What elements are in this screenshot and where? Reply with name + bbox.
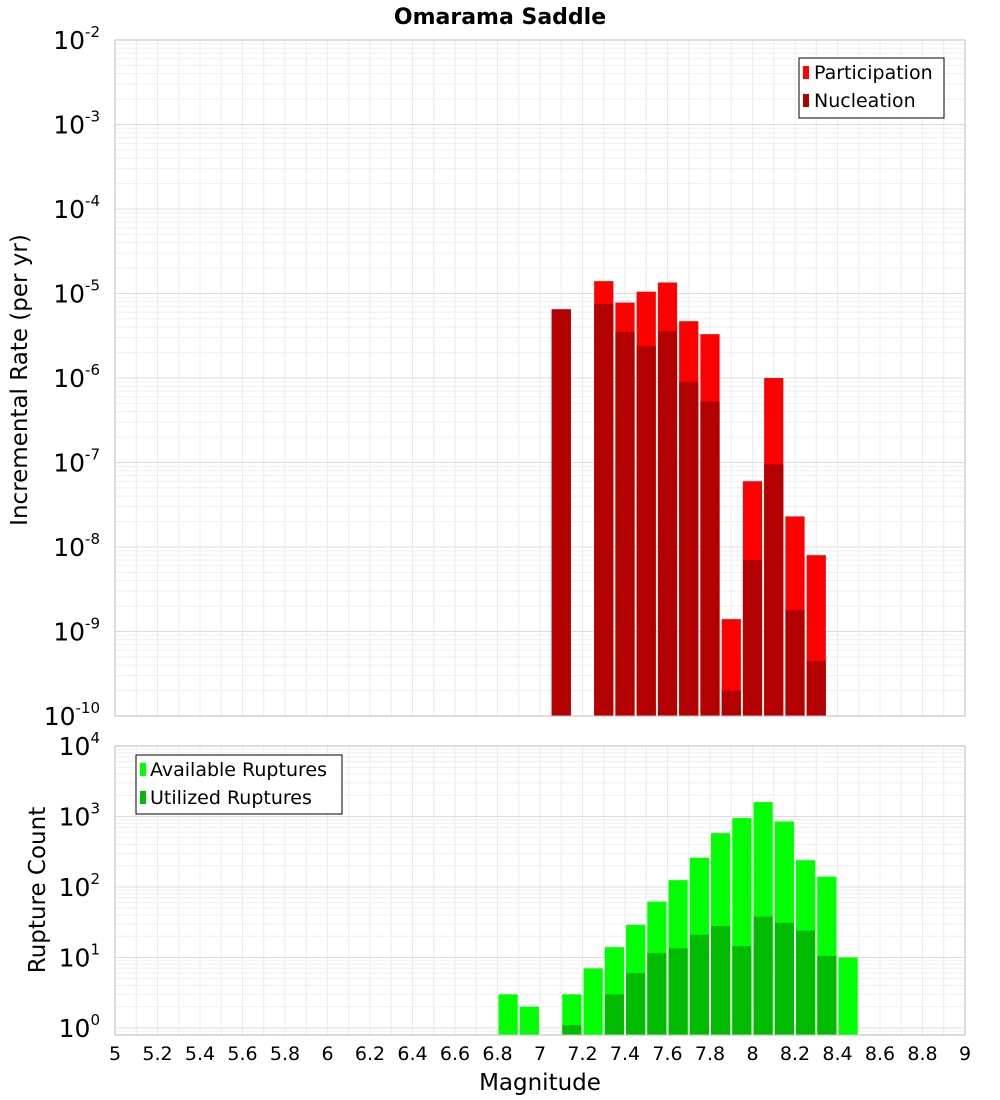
- bar-nucleation: [721, 690, 741, 716]
- bar-utilized-ruptures: [689, 934, 709, 1035]
- x-tick-label: 5.4: [185, 1043, 215, 1065]
- bottom-y-axis-title: Rupture Count: [25, 807, 51, 973]
- bar-nucleation: [679, 381, 699, 716]
- top-legend-box: [798, 57, 945, 119]
- x-tick-label: 8.8: [907, 1043, 937, 1065]
- bar-utilized-ruptures: [817, 955, 837, 1035]
- bar-utilized-ruptures: [732, 946, 752, 1035]
- bottom-y-tick-labels: 104 103 102 101 100: [59, 729, 100, 1043]
- y-tick-label: 10-3: [53, 108, 100, 140]
- x-tick-label: 5.2: [142, 1043, 172, 1065]
- bar-available-ruptures: [583, 968, 603, 1035]
- y-tick-label: 103: [59, 799, 100, 831]
- x-tick-label: 6.2: [355, 1043, 385, 1065]
- y-tick-label: 10-8: [53, 530, 100, 562]
- bottom-bars: [498, 802, 858, 1035]
- bar-available-ruptures: [562, 994, 582, 1035]
- legend-label-nucleation: Nucleation: [814, 90, 916, 112]
- bar-utilized-ruptures: [562, 1025, 582, 1035]
- x-tick-label: 8.4: [822, 1043, 852, 1065]
- bar-nucleation: [636, 345, 656, 716]
- x-tick-label: 5: [109, 1043, 121, 1065]
- x-tick-label: 6: [321, 1043, 333, 1065]
- legend-swatch-utilized: [140, 791, 146, 804]
- x-tick-label: 7.6: [652, 1043, 682, 1065]
- y-tick-label: 10-7: [53, 446, 100, 478]
- x-tick-label: 7: [534, 1043, 546, 1065]
- y-tick-label: 10-6: [53, 361, 100, 393]
- y-tick-label: 101: [59, 940, 100, 972]
- top-bars: [551, 281, 826, 716]
- bar-utilized-ruptures: [711, 925, 731, 1035]
- x-tick-label: 8.2: [780, 1043, 810, 1065]
- x-axis-title: Magnitude: [479, 1070, 601, 1096]
- bar-nucleation: [806, 660, 826, 716]
- y-tick-label: 102: [59, 870, 100, 902]
- y-tick-label: 10-2: [53, 23, 100, 55]
- bar-nucleation: [615, 332, 635, 716]
- y-tick-label: 10-4: [53, 192, 100, 224]
- x-tick-label: 8.6: [865, 1043, 895, 1065]
- y-tick-label: 10-5: [53, 277, 100, 309]
- bar-available-ruptures: [498, 994, 518, 1035]
- top-legend: Participation Nucleation: [798, 57, 945, 119]
- x-tick-label: 5.6: [227, 1043, 257, 1065]
- bar-utilized-ruptures: [774, 922, 794, 1035]
- bottom-legend: Available Ruptures Utilized Ruptures: [135, 754, 343, 815]
- top-grid: [114, 40, 966, 717]
- bar-nucleation: [551, 309, 571, 716]
- top-y-tick-labels: 10-2 10-3 10-4 10-5 10-6 10-7 10-8 10-9 10-10: [44, 23, 100, 731]
- legend-swatch-participation: [803, 66, 809, 79]
- bar-nucleation: [657, 330, 678, 716]
- y-tick-label: 104: [59, 729, 100, 761]
- bar-available-ruptures: [519, 1006, 539, 1035]
- x-tick-label: 7.8: [695, 1043, 725, 1065]
- bar-utilized-ruptures: [626, 973, 646, 1035]
- bar-available-ruptures: [838, 957, 858, 1035]
- legend-label-utilized: Utilized Ruptures: [150, 787, 312, 809]
- x-tick-label: 7.4: [610, 1043, 640, 1065]
- x-tick-label: 8: [746, 1043, 758, 1065]
- top-y-axis-title: Incremental Rate (per yr): [7, 234, 33, 526]
- bottom-plot-border: [114, 745, 966, 1036]
- bar-utilized-ruptures: [753, 916, 773, 1035]
- x-tick-label: 7.2: [567, 1043, 597, 1065]
- bar-nucleation: [764, 464, 784, 716]
- bar-utilized-ruptures: [647, 953, 667, 1035]
- legend-label-participation: Participation: [814, 62, 933, 84]
- bar-nucleation: [785, 609, 805, 716]
- legend-label-available: Available Ruptures: [150, 759, 327, 781]
- bar-utilized-ruptures: [796, 930, 816, 1035]
- y-tick-label: 100: [59, 1011, 100, 1043]
- bar-nucleation: [594, 304, 614, 716]
- x-tick-label: 6.8: [482, 1043, 512, 1065]
- x-tick-labels: 5 5.2 5.4 5.6 5.8 6 6.2 6.4 6.6 6.8 7 7.2 7.4 7.6 7.8 8…: [109, 1043, 971, 1065]
- x-tick-label: 5.8: [270, 1043, 300, 1065]
- chart-title: Omarama Saddle: [394, 5, 606, 30]
- x-tick-label: 6.6: [440, 1043, 470, 1065]
- bar-utilized-ruptures: [604, 994, 624, 1035]
- bar-utilized-ruptures: [668, 948, 688, 1035]
- x-tick-label: 6.4: [397, 1043, 427, 1065]
- bar-nucleation: [700, 401, 720, 716]
- y-tick-label: 10-9: [53, 615, 100, 647]
- top-plot-border: [114, 39, 966, 717]
- bar-nucleation: [742, 560, 763, 716]
- x-tick-label: 9: [959, 1043, 971, 1065]
- y-tick-label: 10-10: [44, 699, 100, 731]
- bottom-legend-box: [135, 754, 343, 815]
- legend-swatch-nucleation: [803, 94, 809, 107]
- legend-swatch-available: [140, 763, 146, 776]
